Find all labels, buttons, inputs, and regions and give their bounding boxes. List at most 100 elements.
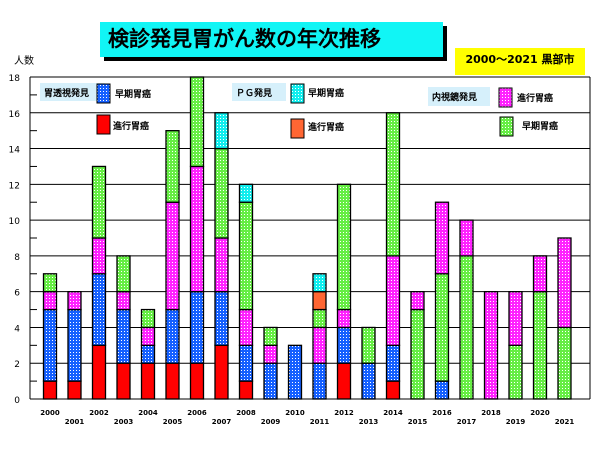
bar-segment-2012-ee [336,183,352,311]
x-tick-label: 2006 [187,409,207,417]
x-tick-label: 2018 [481,409,501,417]
bar-segment-2007-pe [214,112,229,150]
bar-segment-2006-xe [189,291,205,364]
bar-segment-2012-ea [336,308,352,329]
x-tick-label: 2010 [285,409,305,417]
bar-segment-2003-xa [116,362,131,400]
x-tick-label: 2012 [334,409,354,417]
bar-segment-2007-xa [214,344,229,400]
bar-segment-2020-ee [532,291,548,400]
legend-swatch-xa [96,114,111,135]
y-tick-label: 0 [14,396,20,406]
bar-segment-2011-pe [312,273,327,293]
bar-segment-2006-xa [189,362,205,400]
y-axis-label: 人数 [14,56,34,67]
bar-segment-2009-ea [263,344,278,364]
bar-segment-2016-ea [434,201,450,275]
bar-segment-2007-ee [214,147,229,239]
legend-swatch-pe [290,83,305,104]
x-tick-label: 2002 [89,409,109,417]
bar-segment-2006-ea [189,165,205,293]
y-tick-label: 10 [9,217,21,227]
legend-group-label: 胃透視発見 [44,87,89,99]
bar-segment-2020-ea [532,255,548,293]
bar-segment-2010-xe [287,344,303,400]
bar-segment-2019-ee [508,344,523,400]
bar-segment-2017-ee [459,255,474,400]
x-tick-label: 2001 [65,418,85,426]
bar-segment-2005-ee [165,130,180,203]
bar-segment-2000-xe [42,308,58,382]
x-tick-label: 2008 [236,409,256,417]
x-tick-label: 2015 [408,418,428,426]
legend-swatch-pa [290,118,305,139]
x-tick-label: 2000 [40,409,60,417]
bar-segment-2017-ea [459,219,474,257]
bar-segment-2009-ee [263,326,278,346]
bar-segment-2012-xa [336,362,352,400]
bar-segment-2013-ee [361,326,376,364]
x-tick-label: 2019 [506,418,526,426]
bar-segment-2001-xa [67,380,82,400]
bar-segment-2005-ea [165,201,180,311]
bar-segment-2001-xe [67,308,82,382]
legend-swatch-ea [498,87,513,108]
bar-segment-2004-ea [140,326,156,346]
bar-segment-2016-ee [434,273,450,382]
bar-segment-2006-ee [189,76,205,168]
bar-segment-2014-xa [385,380,401,400]
y-tick-label: 8 [14,253,20,263]
y-tick-label: 2 [14,360,20,370]
bar-segment-2014-ea [385,255,401,346]
x-tick-label: 2007 [212,418,232,426]
bar-segment-2019-ea [508,291,523,346]
legend-item-label: 進行胃癌 [308,121,344,133]
bar-segment-2014-xe [385,344,401,382]
bar-segment-2008-ea [238,308,254,346]
y-tick-label: 16 [9,110,21,120]
x-tick-label: 2009 [261,418,281,426]
bar-segment-2015-ea [410,291,425,311]
bar-segment-2002-xe [91,273,107,346]
bar-segment-2014-ee [385,112,401,257]
bar-segment-2003-ea [116,291,131,311]
x-tick-label: 2017 [457,418,477,426]
bar-segment-2000-ee [42,273,58,293]
bar-segment-2011-ee [312,308,327,329]
bar-segment-2008-xe [238,344,254,382]
legend-item-label: 進行胃癌 [517,92,553,104]
legend-group-label: 内視鏡発見 [432,91,477,103]
bar-segment-2003-xe [116,308,131,364]
x-tick-label: 2021 [555,418,575,426]
bar-segment-2012-xe [336,326,352,364]
legend-item-label: 進行胃癌 [113,120,149,132]
legend-swatch-xe [96,83,111,104]
bar-segment-2002-xa [91,344,107,400]
x-tick-label: 2014 [383,409,403,417]
bar-segment-2007-xe [214,291,229,346]
bar-segment-2008-pe [238,183,254,203]
legend-group-box [428,87,490,106]
bar-segment-2002-ee [91,165,107,239]
legend-item-label: 早期胃癌 [308,87,344,99]
bar-segment-2011-xe [312,362,327,400]
y-tick-label: 12 [9,181,20,191]
bar-segment-2011-pa [312,291,327,311]
x-tick-label: 2020 [530,409,550,417]
y-tick-label: 14 [9,146,21,156]
bar-segment-2016-xe [434,380,450,400]
x-tick-label: 2016 [432,409,452,417]
bar-segment-2000-ea [42,291,58,311]
bar-segment-2008-xa [238,380,254,400]
legend-group-box [232,83,286,101]
legend-item-label: 早期胃癌 [115,88,151,100]
bar-segment-2008-ee [238,201,254,311]
bar-segment-2021-ee [557,326,572,400]
bar-segment-2018-ea [483,291,499,400]
bar-segment-2005-xe [165,308,180,364]
legend-group-label: ＰＧ発見 [236,87,272,99]
chart-subtitle: 2000～2021 黒部市 [455,48,585,75]
bar-segment-2000-xa [42,380,58,400]
legend-swatch-ee [499,116,514,137]
